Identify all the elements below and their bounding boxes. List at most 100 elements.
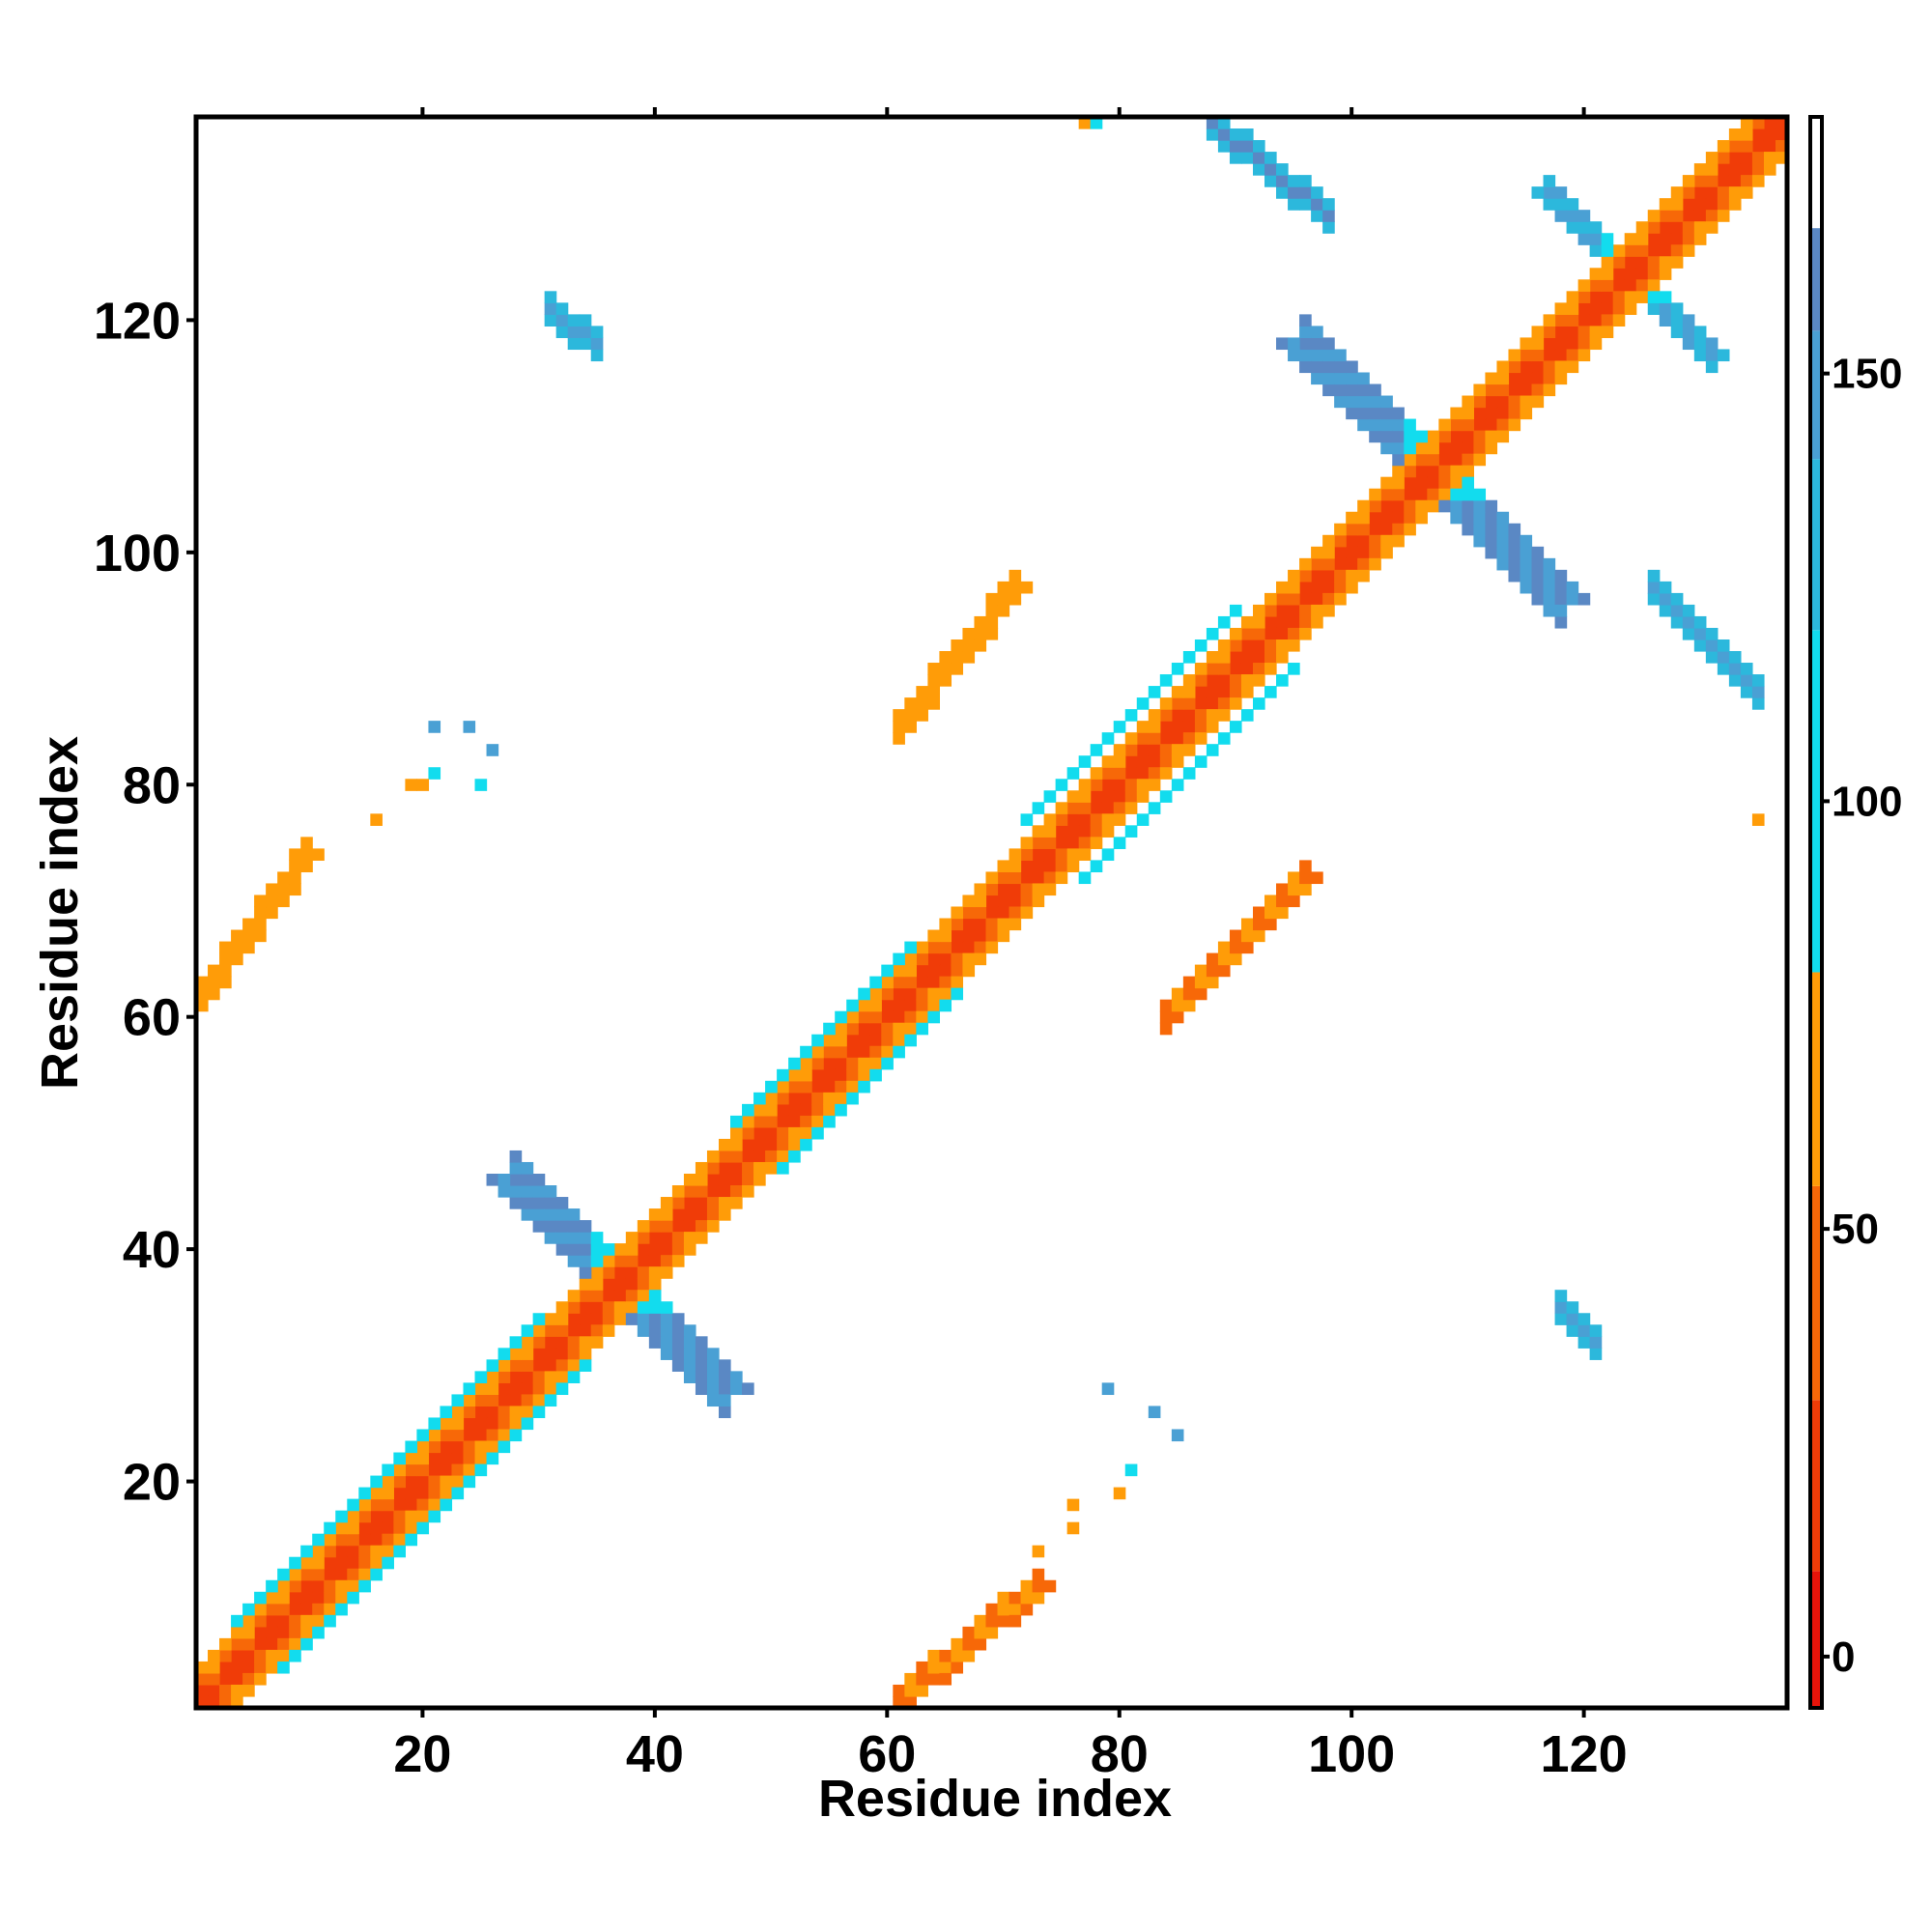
heatmap-cell <box>289 848 301 862</box>
heatmap-cell <box>974 918 987 931</box>
heatmap-cell <box>1577 314 1591 327</box>
heatmap-cell <box>706 1348 720 1360</box>
heatmap-cell <box>567 337 581 351</box>
heatmap-cell <box>1288 895 1300 908</box>
heatmap-cell <box>1334 360 1347 374</box>
heatmap-cell <box>1705 175 1719 187</box>
heatmap-cell <box>1311 604 1323 617</box>
heatmap-cell <box>916 686 928 698</box>
heatmap-cell <box>1462 476 1475 490</box>
heatmap-cell <box>951 1661 964 1674</box>
heatmap-cell <box>509 1406 523 1419</box>
heatmap-cell <box>1554 615 1568 629</box>
heatmap-cell <box>312 848 325 862</box>
heatmap-cell <box>718 1359 731 1372</box>
heatmap-cell <box>869 976 882 989</box>
heatmap-cell <box>893 1045 905 1059</box>
heatmap-cell <box>1288 198 1300 211</box>
heatmap-cell <box>742 1161 754 1175</box>
heatmap-cell <box>1334 581 1347 594</box>
heatmap-cell <box>1682 175 1695 187</box>
heatmap-cell <box>266 1661 278 1674</box>
heatmap-cell <box>1311 372 1323 385</box>
heatmap-cell <box>788 1092 801 1105</box>
heatmap-cell <box>405 1498 418 1512</box>
heatmap-cell <box>1520 546 1533 559</box>
heatmap-cell <box>648 1324 662 1337</box>
heatmap-cell <box>486 1359 499 1372</box>
heatmap-cell <box>625 1255 639 1267</box>
heatmap-cell <box>428 1429 441 1442</box>
heatmap-cell <box>997 906 1010 920</box>
heatmap-cell <box>1392 523 1405 536</box>
heatmap-cell <box>1299 604 1312 617</box>
heatmap-cell <box>1751 813 1765 826</box>
heatmap-cell <box>718 1208 731 1221</box>
heatmap-cell <box>1334 534 1347 548</box>
heatmap-cell <box>997 1614 1010 1628</box>
heatmap-cell <box>497 1359 511 1372</box>
heatmap-cell <box>1682 198 1695 211</box>
heatmap-cell <box>1450 465 1463 478</box>
heatmap-cell <box>579 1220 592 1233</box>
heatmap-cell <box>544 1394 557 1407</box>
heatmap-cell <box>196 1695 209 1709</box>
heatmap-cell <box>497 1185 511 1198</box>
heatmap-cell <box>893 999 905 1012</box>
heatmap-cell <box>1531 349 1545 362</box>
heatmap-cell <box>590 326 604 339</box>
heatmap-cell <box>1670 604 1684 617</box>
heatmap-cell <box>985 615 999 629</box>
heatmap-cell <box>532 1324 546 1337</box>
heatmap-cell <box>300 1603 313 1616</box>
heatmap-cell <box>1346 546 1358 559</box>
heatmap-cell <box>1508 407 1521 420</box>
heatmap-cell <box>904 1684 917 1697</box>
heatmap-cell <box>590 1278 604 1291</box>
heatmap-cell <box>1311 326 1323 339</box>
heatmap-cell <box>985 929 999 943</box>
heatmap-cell <box>1009 848 1022 862</box>
heatmap-cell <box>1369 488 1381 501</box>
heatmap-cell <box>1334 384 1347 397</box>
heatmap-cell <box>835 1103 847 1117</box>
heatmap-cell <box>1171 721 1184 733</box>
heatmap-cell <box>1101 1382 1115 1396</box>
heatmap-cell <box>300 1579 313 1593</box>
heatmap-cell <box>1264 686 1277 698</box>
heatmap-cell <box>1577 221 1591 234</box>
heatmap-cell <box>1264 592 1277 606</box>
heatmap-cell <box>916 697 928 710</box>
heatmap-cell <box>451 1406 465 1419</box>
heatmap-cell <box>788 1138 801 1151</box>
heatmap-cell <box>997 871 1010 885</box>
heatmap-cell <box>1717 152 1730 164</box>
heatmap-cell <box>474 1382 488 1396</box>
heatmap-cell <box>567 1324 581 1337</box>
heatmap-cell <box>1705 198 1719 211</box>
heatmap-cell <box>683 1243 696 1256</box>
heatmap-cell <box>660 1208 673 1221</box>
heatmap-cell <box>742 1126 754 1140</box>
colorbar-band <box>1810 330 1822 460</box>
heatmap-cell <box>648 1255 662 1267</box>
heatmap-cell <box>1751 152 1765 164</box>
heatmap-cell <box>1682 186 1695 199</box>
heatmap-cell <box>1531 592 1545 606</box>
heatmap-cell <box>486 1406 499 1419</box>
heatmap-cell <box>1334 349 1347 362</box>
heatmap-cell <box>648 1266 662 1279</box>
heatmap-cell <box>567 1336 581 1349</box>
heatmap-cell <box>474 779 488 791</box>
heatmap-cell <box>602 1313 615 1325</box>
heatmap-cell <box>567 1348 581 1360</box>
heatmap-cell <box>393 1487 406 1500</box>
heatmap-cell <box>1113 744 1126 756</box>
heatmap-cell <box>1066 860 1080 873</box>
heatmap-cell <box>1392 453 1405 467</box>
heatmap-cell <box>858 1057 870 1070</box>
heatmap-cell <box>1693 627 1707 640</box>
heatmap-cell <box>393 1452 406 1465</box>
heatmap-cell <box>1705 360 1719 374</box>
